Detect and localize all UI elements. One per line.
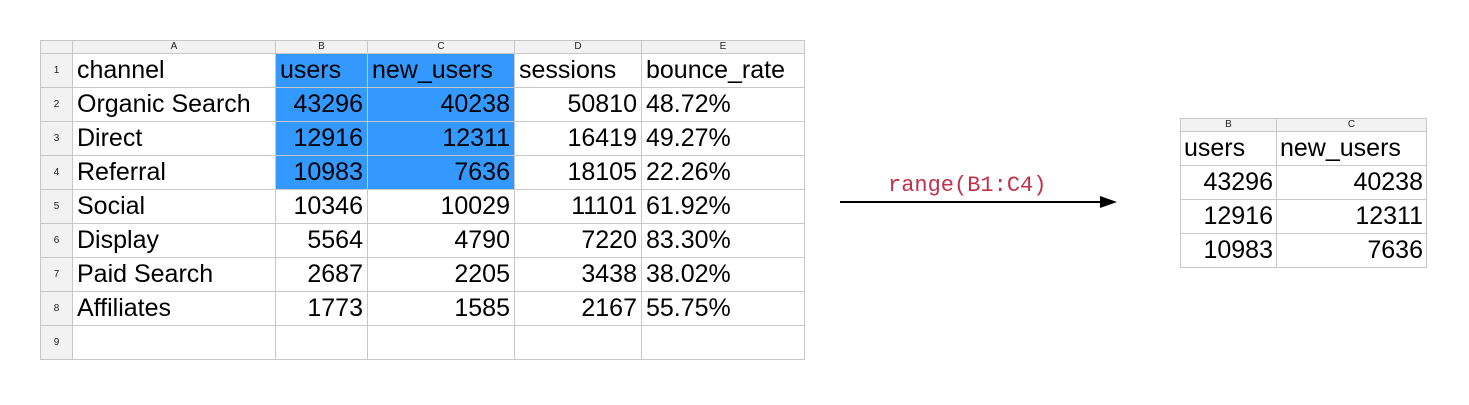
cell-b6[interactable]: 5564 — [275, 223, 368, 258]
row-number[interactable]: 4 — [40, 155, 73, 190]
result-cell[interactable]: 43296 — [1180, 165, 1277, 200]
table-row: 5 Social 10346 10029 11101 61.92% — [40, 189, 805, 224]
cell-a4[interactable]: Referral — [72, 155, 276, 190]
result-cell[interactable]: 12311 — [1276, 199, 1427, 234]
column-header-row: B C — [1180, 118, 1427, 132]
cell-a2[interactable]: Organic Search — [72, 87, 276, 122]
row-number[interactable]: 2 — [40, 87, 73, 122]
cell-e7[interactable]: 38.02% — [641, 257, 805, 292]
cell-c8[interactable]: 1585 — [367, 291, 515, 326]
cell-c2[interactable]: 40238 — [367, 87, 515, 122]
cell-e9[interactable] — [641, 325, 805, 360]
cell-c7[interactable]: 2205 — [367, 257, 515, 292]
col-header-a[interactable]: A — [72, 40, 276, 54]
row-number[interactable]: 3 — [40, 121, 73, 156]
table-row: 3 Direct 12916 12311 16419 49.27% — [40, 121, 805, 156]
cell-d8[interactable]: 2167 — [514, 291, 642, 326]
cell-e4[interactable]: 22.26% — [641, 155, 805, 190]
cell-b4[interactable]: 10983 — [275, 155, 368, 190]
result-cell[interactable]: new_users — [1276, 131, 1427, 166]
cell-b2[interactable]: 43296 — [275, 87, 368, 122]
cell-b5[interactable]: 10346 — [275, 189, 368, 224]
cell-c4[interactable]: 7636 — [367, 155, 515, 190]
cell-a7[interactable]: Paid Search — [72, 257, 276, 292]
range-operation-label: range(B1:C4) — [888, 173, 1047, 198]
cell-e2[interactable]: 48.72% — [641, 87, 805, 122]
cell-d9[interactable] — [514, 325, 642, 360]
table-row: 9 — [40, 325, 805, 360]
result-cell[interactable]: 7636 — [1276, 233, 1427, 268]
col-header-b[interactable]: B — [1180, 118, 1277, 132]
column-header-row: A B C D E — [40, 40, 805, 54]
table-row: 8 Affiliates 1773 1585 2167 55.75% — [40, 291, 805, 326]
table-row: users new_users — [1180, 131, 1427, 166]
cell-d4[interactable]: 18105 — [514, 155, 642, 190]
col-header-b[interactable]: B — [275, 40, 368, 54]
cell-a8[interactable]: Affiliates — [72, 291, 276, 326]
table-row: 12916 12311 — [1180, 199, 1427, 234]
cell-e5[interactable]: 61.92% — [641, 189, 805, 224]
table-row: 2 Organic Search 43296 40238 50810 48.72… — [40, 87, 805, 122]
cell-c5[interactable]: 10029 — [367, 189, 515, 224]
cell-e6[interactable]: 83.30% — [641, 223, 805, 258]
row-number[interactable]: 9 — [40, 325, 73, 360]
table-row: 1 channel users new_users sessions bounc… — [40, 53, 805, 88]
col-header-c[interactable]: C — [367, 40, 515, 54]
cell-e8[interactable]: 55.75% — [641, 291, 805, 326]
cell-b9[interactable] — [275, 325, 368, 360]
cell-e1[interactable]: bounce_rate — [641, 53, 805, 88]
table-row: 6 Display 5564 4790 7220 83.30% — [40, 223, 805, 258]
result-cell[interactable]: 12916 — [1180, 199, 1277, 234]
result-spreadsheet: B C users new_users 43296 40238 12916 12… — [1180, 118, 1427, 268]
cell-a9[interactable] — [72, 325, 276, 360]
cell-c9[interactable] — [367, 325, 515, 360]
cell-a6[interactable]: Display — [72, 223, 276, 258]
cell-d3[interactable]: 16419 — [514, 121, 642, 156]
col-header-e[interactable]: E — [641, 40, 805, 54]
row-number[interactable]: 7 — [40, 257, 73, 292]
col-header-c[interactable]: C — [1276, 118, 1427, 132]
cell-e3[interactable]: 49.27% — [641, 121, 805, 156]
col-header-d[interactable]: D — [514, 40, 642, 54]
cell-d2[interactable]: 50810 — [514, 87, 642, 122]
row-number[interactable]: 8 — [40, 291, 73, 326]
cell-d1[interactable]: sessions — [514, 53, 642, 88]
result-cell[interactable]: 40238 — [1276, 165, 1427, 200]
cell-a1[interactable]: channel — [72, 53, 276, 88]
cell-b1[interactable]: users — [275, 53, 368, 88]
cell-d7[interactable]: 3438 — [514, 257, 642, 292]
cell-a3[interactable]: Direct — [72, 121, 276, 156]
cell-a5[interactable]: Social — [72, 189, 276, 224]
corner-cell[interactable] — [40, 40, 73, 54]
cell-d5[interactable]: 11101 — [514, 189, 642, 224]
cell-c3[interactable]: 12311 — [367, 121, 515, 156]
result-cell[interactable]: users — [1180, 131, 1277, 166]
arrow-right-icon — [840, 196, 1117, 208]
cell-b3[interactable]: 12916 — [275, 121, 368, 156]
table-row: 43296 40238 — [1180, 165, 1427, 200]
result-cell[interactable]: 10983 — [1180, 233, 1277, 268]
row-number[interactable]: 1 — [40, 53, 73, 88]
table-row: 4 Referral 10983 7636 18105 22.26% — [40, 155, 805, 190]
row-number[interactable]: 5 — [40, 189, 73, 224]
cell-b8[interactable]: 1773 — [275, 291, 368, 326]
table-row: 7 Paid Search 2687 2205 3438 38.02% — [40, 257, 805, 292]
cell-c1[interactable]: new_users — [367, 53, 515, 88]
cell-b7[interactable]: 2687 — [275, 257, 368, 292]
cell-c6[interactable]: 4790 — [367, 223, 515, 258]
row-number[interactable]: 6 — [40, 223, 73, 258]
source-spreadsheet: A B C D E 1 channel users new_users sess… — [40, 40, 805, 360]
cell-d6[interactable]: 7220 — [514, 223, 642, 258]
table-row: 10983 7636 — [1180, 233, 1427, 268]
